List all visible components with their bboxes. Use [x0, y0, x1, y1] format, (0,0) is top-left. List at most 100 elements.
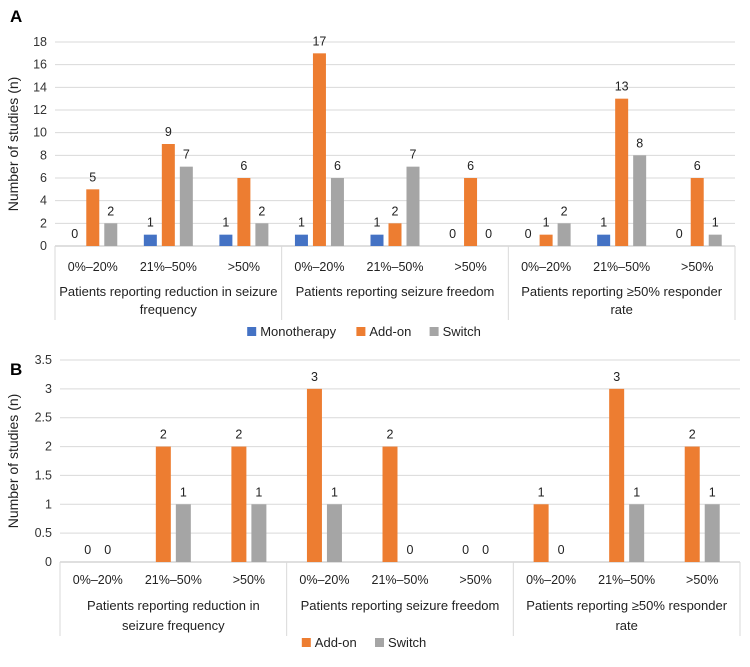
data-label: 2	[107, 204, 114, 218]
x-category-label: 21%–50%	[145, 573, 202, 587]
group-label: Patients reporting ≥50% responder	[521, 284, 722, 299]
data-label: 6	[240, 159, 247, 173]
data-label: 0	[104, 543, 111, 557]
group-label: Patients reporting reduction in	[87, 598, 260, 613]
bar-add-on	[237, 178, 251, 246]
data-label: 1	[255, 485, 262, 499]
data-label: 1	[180, 485, 187, 499]
bar-switch	[104, 223, 118, 246]
bar-add-on	[684, 446, 700, 562]
data-label: 1	[298, 216, 305, 230]
group-label: rate	[610, 302, 632, 317]
y-tick-label: 0	[45, 555, 52, 569]
y-tick-label: 12	[33, 103, 47, 117]
y-tick-label: 2	[45, 440, 52, 454]
group-label: frequency	[140, 302, 198, 317]
data-label: 1	[331, 485, 338, 499]
x-category-label: 0%–20%	[521, 260, 571, 274]
bar-add-on	[609, 388, 625, 562]
bar-switch	[629, 504, 645, 562]
data-label: 3	[311, 370, 318, 384]
y-tick-label: 10	[33, 126, 47, 140]
group-label: Patients reporting seizure freedom	[296, 284, 495, 299]
legend-label: Add-on	[315, 635, 357, 650]
bar-switch	[251, 504, 267, 562]
y-tick-label: 3	[45, 382, 52, 396]
x-category-label: 0%–20%	[73, 573, 123, 587]
bar-switch	[255, 223, 269, 246]
x-category-label: 21%–50%	[367, 260, 424, 274]
data-label: 0	[676, 227, 683, 241]
x-category-label: 21%–50%	[140, 260, 197, 274]
y-tick-label: 1.5	[35, 468, 52, 482]
bar-add-on	[86, 189, 100, 246]
data-label: 1	[147, 216, 154, 230]
legend-swatch	[375, 638, 384, 647]
data-label: 2	[235, 428, 242, 442]
bar-add-on	[312, 53, 326, 247]
bar-switch	[557, 223, 571, 246]
bar-switch	[179, 166, 193, 246]
data-label: 0	[84, 543, 91, 557]
y-tick-label: 2.5	[35, 411, 52, 425]
x-category-label: >50%	[228, 260, 260, 274]
data-label: 6	[467, 159, 474, 173]
data-label: 3	[613, 370, 620, 384]
x-category-label: 0%–20%	[299, 573, 349, 587]
data-label: 2	[689, 428, 696, 442]
x-category-label: 21%–50%	[372, 573, 429, 587]
x-category-label: >50%	[454, 260, 486, 274]
group-label: rate	[615, 618, 637, 633]
bar-switch	[708, 234, 722, 246]
bar-monotherapy	[143, 234, 157, 246]
bar-monotherapy	[294, 234, 308, 246]
data-label: 0	[485, 227, 492, 241]
legend-swatch	[356, 327, 366, 336]
data-label: 13	[615, 80, 629, 94]
x-category-label: 0%–20%	[68, 260, 118, 274]
data-label: 6	[694, 159, 701, 173]
data-label: 0	[558, 543, 565, 557]
legend-swatch	[247, 327, 257, 336]
bar-monotherapy	[597, 234, 611, 246]
data-label: 8	[636, 136, 643, 150]
data-label: 1	[543, 216, 550, 230]
bar-switch	[704, 504, 720, 562]
bar-switch	[175, 504, 191, 562]
bar-switch	[633, 155, 647, 246]
x-category-label: 21%–50%	[598, 573, 655, 587]
bar-add-on	[306, 388, 322, 562]
bar-monotherapy	[370, 234, 384, 246]
bar-add-on	[690, 178, 704, 246]
y-tick-label: 0.5	[35, 526, 52, 540]
data-label: 0	[71, 227, 78, 241]
data-label: 5	[89, 170, 96, 184]
group-label: Patients reporting seizure freedom	[301, 598, 500, 613]
panel-letter: A	[10, 7, 22, 26]
data-label: 1	[600, 216, 607, 230]
data-label: 2	[258, 204, 265, 218]
y-axis-title: Number of studies (n)	[5, 394, 21, 529]
group-label: seizure frequency	[122, 618, 225, 633]
data-label: 9	[165, 125, 172, 139]
data-label: 2	[387, 428, 394, 442]
data-label: 1	[538, 485, 545, 499]
legend-label: Switch	[443, 324, 481, 339]
data-label: 0	[482, 543, 489, 557]
y-tick-label: 18	[33, 35, 47, 49]
y-tick-label: 0	[40, 239, 47, 253]
data-label: 1	[222, 216, 229, 230]
data-label: 6	[334, 159, 341, 173]
data-label: 0	[525, 227, 532, 241]
legend-swatch	[301, 638, 311, 647]
data-label: 0	[407, 543, 414, 557]
data-label: 1	[374, 216, 381, 230]
bar-add-on	[539, 234, 553, 246]
x-category-label: 21%–50%	[593, 260, 650, 274]
y-tick-label: 14	[33, 80, 47, 94]
data-label: 1	[712, 216, 719, 230]
legend-label: Switch	[388, 635, 426, 650]
data-label: 2	[392, 204, 399, 218]
data-label: 0	[462, 543, 469, 557]
data-label: 2	[561, 204, 568, 218]
